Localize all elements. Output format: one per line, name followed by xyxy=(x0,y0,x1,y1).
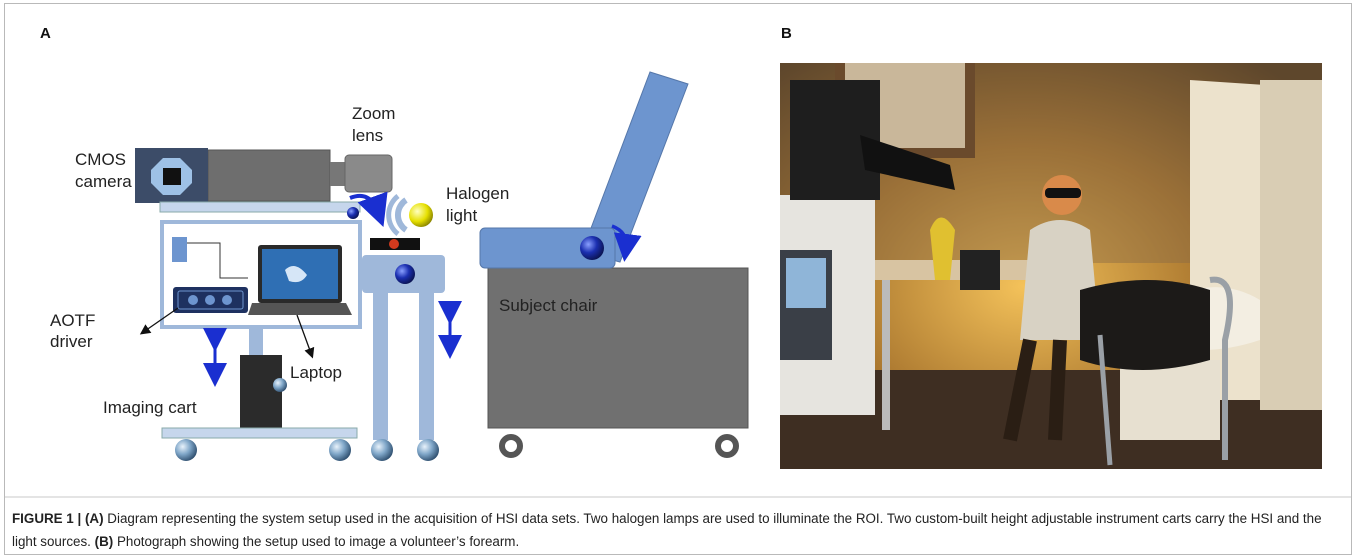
label: CMOS xyxy=(75,150,126,169)
label: Imaging cart xyxy=(103,398,197,417)
label: Subject chair xyxy=(499,296,598,315)
caption: FIGURE 1 | (A) Diagram representing the … xyxy=(12,507,1342,553)
caption-bold: (B) xyxy=(94,534,114,549)
diagram xyxy=(135,71,749,461)
label: camera xyxy=(75,172,132,191)
frame xyxy=(4,3,1352,555)
label: driver xyxy=(50,332,93,351)
caption-text: Photograph showing the setup used to ima… xyxy=(116,534,520,549)
label: Zoom xyxy=(352,104,395,123)
caption-bold: (A) xyxy=(84,511,104,526)
label: Laptop xyxy=(290,363,342,382)
photo xyxy=(780,63,1322,469)
panel-label: A xyxy=(40,25,51,42)
label: lens xyxy=(352,126,383,145)
label: Halogen xyxy=(446,184,509,203)
caption-text: Diagram representing the system setup us… xyxy=(12,511,1322,549)
panel-label: B xyxy=(781,25,792,42)
label: light xyxy=(446,206,477,225)
figure-label: FIGURE 1 | xyxy=(12,511,82,526)
label: AOTF xyxy=(50,311,95,330)
